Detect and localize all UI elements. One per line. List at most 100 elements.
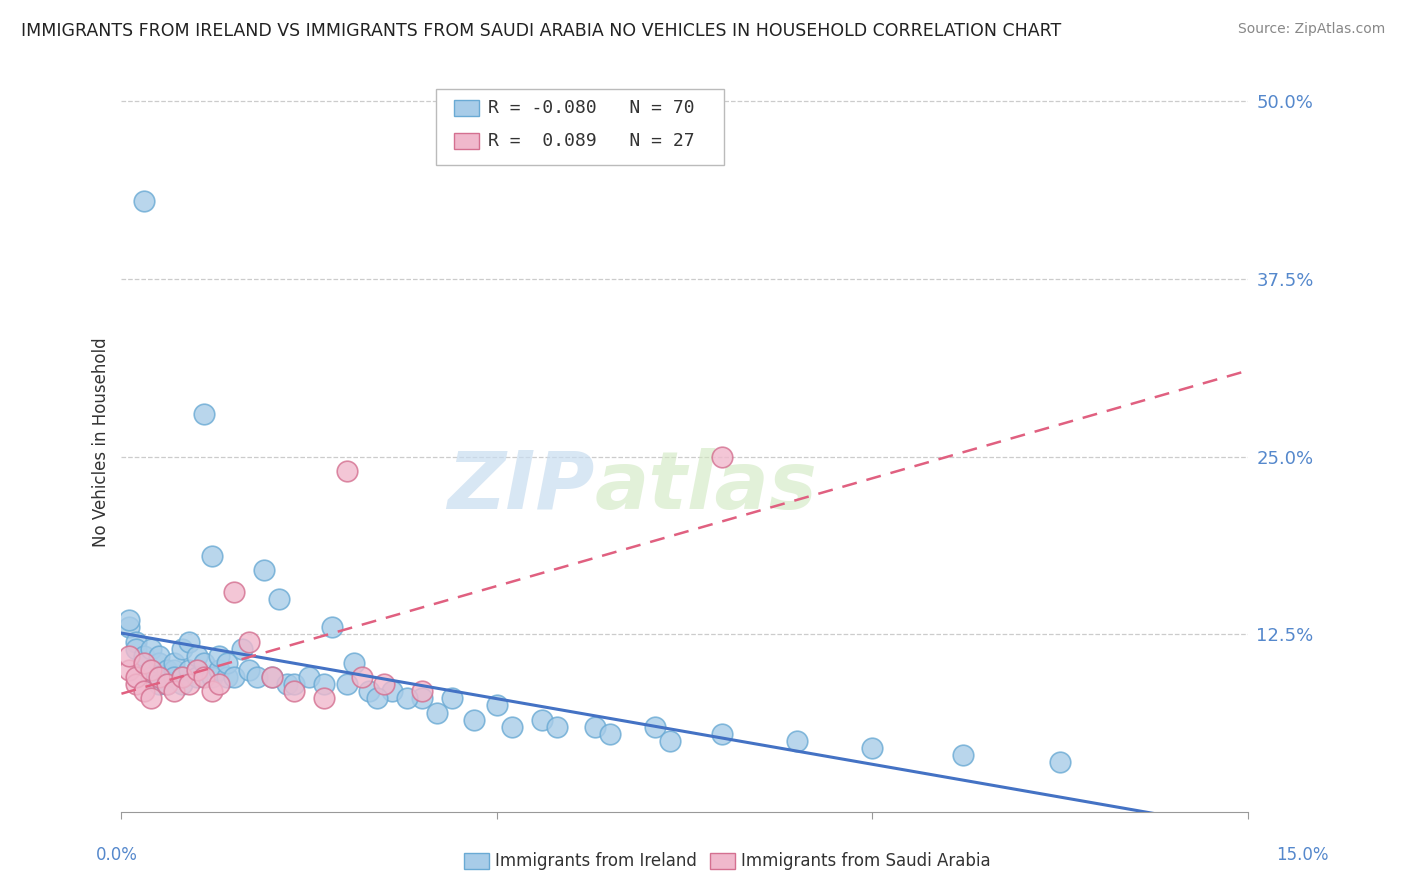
Point — [200, 549, 222, 564]
Point — [1049, 756, 1071, 770]
Point — [125, 641, 148, 656]
Point — [125, 634, 148, 648]
Point — [163, 684, 186, 698]
Point — [321, 620, 343, 634]
Point — [132, 194, 155, 208]
Point — [155, 670, 177, 684]
Point — [177, 634, 200, 648]
Point — [132, 648, 155, 663]
Point — [711, 450, 734, 464]
Text: R =  0.089   N = 27: R = 0.089 N = 27 — [488, 132, 695, 150]
Text: R = -0.080   N = 70: R = -0.080 N = 70 — [488, 99, 695, 117]
Point — [298, 670, 321, 684]
Text: Immigrants from Saudi Arabia: Immigrants from Saudi Arabia — [741, 852, 991, 870]
Point — [711, 727, 734, 741]
Text: 15.0%: 15.0% — [1277, 846, 1329, 863]
Point — [208, 677, 231, 691]
Point — [314, 691, 336, 706]
Point — [170, 670, 193, 684]
Point — [215, 670, 238, 684]
Point — [366, 691, 388, 706]
Point — [314, 677, 336, 691]
Text: 0.0%: 0.0% — [96, 846, 138, 863]
Point — [411, 684, 433, 698]
Y-axis label: No Vehicles in Household: No Vehicles in Household — [93, 338, 110, 548]
Point — [193, 656, 215, 670]
Point — [215, 656, 238, 670]
Point — [177, 677, 200, 691]
Point — [177, 663, 200, 677]
Point — [125, 670, 148, 684]
Point — [786, 734, 808, 748]
Point — [118, 613, 141, 627]
Point — [148, 648, 170, 663]
Point — [141, 691, 163, 706]
Point — [208, 663, 231, 677]
Point — [141, 663, 163, 677]
Point — [148, 670, 170, 684]
Text: Immigrants from Ireland: Immigrants from Ireland — [495, 852, 697, 870]
Point — [463, 713, 485, 727]
Point — [170, 641, 193, 656]
Point — [238, 634, 260, 648]
Point — [260, 670, 283, 684]
Point — [546, 720, 568, 734]
Point — [186, 663, 208, 677]
Point — [276, 677, 298, 691]
Point — [193, 407, 215, 421]
Point — [200, 670, 222, 684]
Point — [336, 464, 359, 478]
Point — [395, 691, 418, 706]
Point — [583, 720, 606, 734]
Point — [118, 663, 141, 677]
Point — [411, 691, 433, 706]
Point — [170, 670, 193, 684]
Point — [125, 677, 148, 691]
Text: ZIP: ZIP — [447, 448, 595, 526]
Point — [155, 677, 177, 691]
Point — [118, 648, 141, 663]
Point — [193, 670, 215, 684]
Point — [170, 677, 193, 691]
Point — [148, 656, 170, 670]
Point — [200, 684, 222, 698]
Point — [283, 677, 305, 691]
Point — [952, 748, 974, 763]
Point — [381, 684, 404, 698]
Point — [359, 684, 381, 698]
Text: Source: ZipAtlas.com: Source: ZipAtlas.com — [1237, 22, 1385, 37]
Point — [132, 656, 155, 670]
Point — [658, 734, 681, 748]
Point — [283, 684, 305, 698]
Point — [530, 713, 553, 727]
Point — [155, 677, 177, 691]
Point — [141, 663, 163, 677]
Point — [163, 656, 186, 670]
Point — [644, 720, 666, 734]
Point — [373, 677, 395, 691]
Point — [163, 663, 186, 677]
Point — [186, 670, 208, 684]
Point — [501, 720, 523, 734]
Point — [222, 670, 245, 684]
Point — [269, 591, 291, 606]
Point — [485, 698, 508, 713]
Text: IMMIGRANTS FROM IRELAND VS IMMIGRANTS FROM SAUDI ARABIA NO VEHICLES IN HOUSEHOLD: IMMIGRANTS FROM IRELAND VS IMMIGRANTS FR… — [21, 22, 1062, 40]
Point — [246, 670, 269, 684]
Point — [260, 670, 283, 684]
Point — [440, 691, 463, 706]
Point — [141, 641, 163, 656]
Point — [343, 656, 366, 670]
Point — [186, 663, 208, 677]
Point — [208, 648, 231, 663]
Point — [148, 677, 170, 691]
Point — [132, 656, 155, 670]
Point — [862, 741, 884, 756]
Point — [163, 670, 186, 684]
Text: atlas: atlas — [595, 448, 817, 526]
Point — [599, 727, 621, 741]
Point — [186, 648, 208, 663]
Point — [238, 663, 260, 677]
Point — [132, 684, 155, 698]
Point — [336, 677, 359, 691]
